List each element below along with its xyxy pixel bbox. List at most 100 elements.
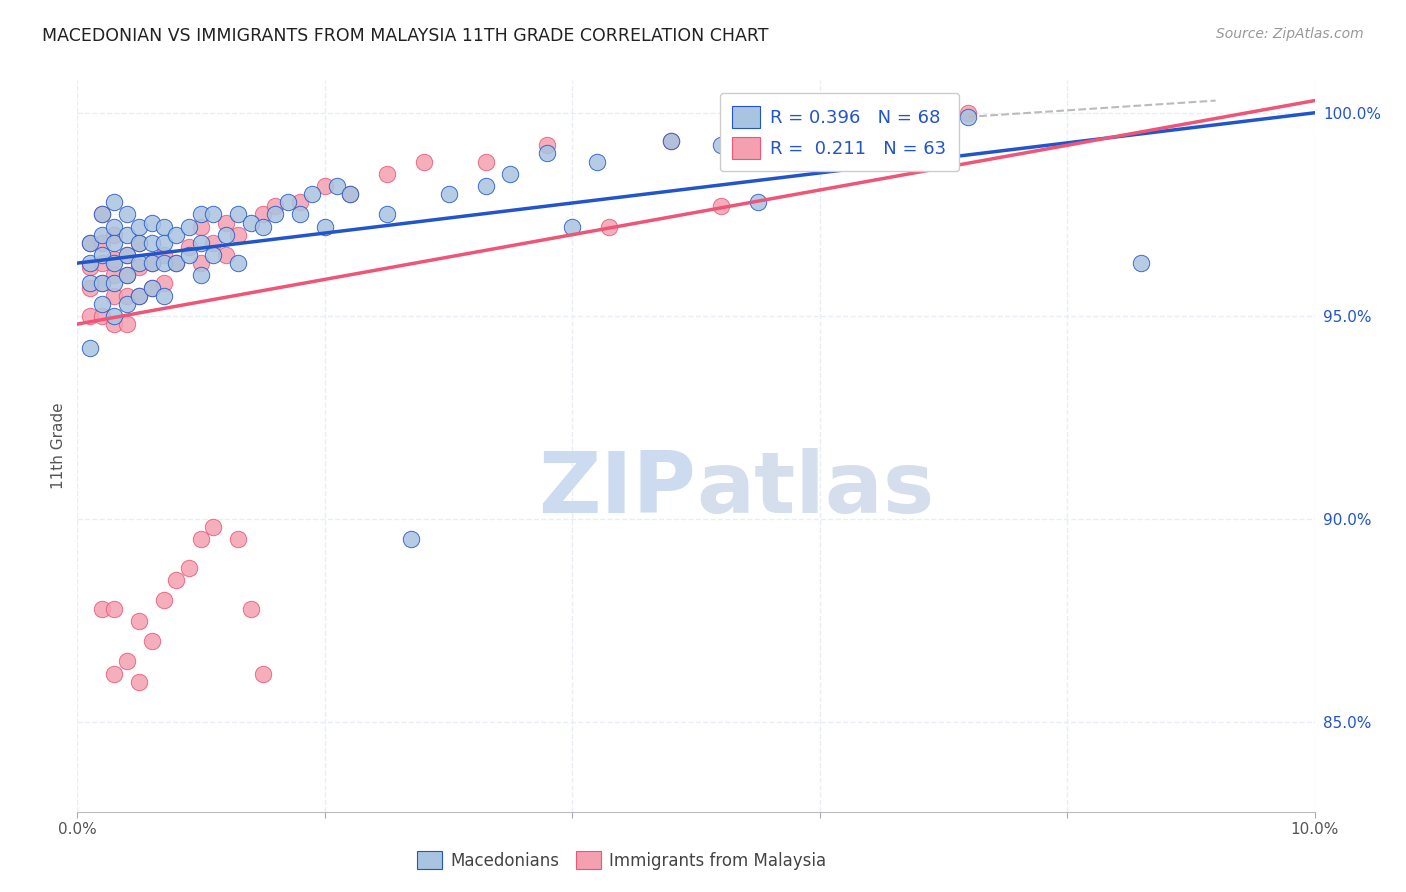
Point [710,138,733,153]
Point [165,256,187,270]
Point [190,533,212,547]
Point [598,219,620,234]
Point [91,277,114,291]
Point [128,219,150,234]
Point [301,187,323,202]
Point [190,219,212,234]
Point [103,256,125,270]
Point [103,235,125,250]
Point [177,248,200,262]
Point [79,260,101,275]
Point [103,277,125,291]
Point [561,219,583,234]
Point [288,207,311,221]
Point [128,288,150,302]
Point [141,235,163,250]
Point [659,134,682,148]
Point [401,533,423,547]
Point [91,601,114,615]
Point [91,207,114,221]
Point [79,280,101,294]
Point [91,256,114,270]
Point [141,280,163,294]
Point [215,248,238,262]
Point [177,240,200,254]
Point [141,280,163,294]
Point [91,297,114,311]
Point [153,277,176,291]
Point [115,227,138,242]
Point [215,227,238,242]
Legend: Macedonians, Immigrants from Malaysia: Macedonians, Immigrants from Malaysia [411,845,834,877]
Point [226,533,249,547]
Point [437,187,460,202]
Point [586,154,609,169]
Point [870,105,893,120]
Point [103,252,125,266]
Point [115,248,138,262]
Point [153,219,176,234]
Point [957,105,980,120]
Point [128,260,150,275]
Point [141,634,163,648]
Text: ZIP: ZIP [538,449,696,532]
Point [79,256,101,270]
Point [79,235,101,250]
Point [115,288,138,302]
Point [932,110,955,124]
Point [957,110,980,124]
Point [103,268,125,283]
Point [115,297,138,311]
Point [226,227,249,242]
Point [91,235,114,250]
Point [288,195,311,210]
Point [375,207,398,221]
Point [141,256,163,270]
Point [103,195,125,210]
Point [202,248,225,262]
Point [202,235,225,250]
Point [190,235,212,250]
Point [834,118,856,132]
Point [115,317,138,331]
Point [474,178,496,193]
Point [79,235,101,250]
Point [103,317,125,331]
Point [141,215,163,229]
Point [239,215,262,229]
Point [91,227,114,242]
Point [536,146,558,161]
Y-axis label: 11th Grade: 11th Grade [51,402,66,490]
Point [153,288,176,302]
Point [226,256,249,270]
Point [239,601,262,615]
Point [141,256,163,270]
Point [79,309,101,323]
Point [747,195,769,210]
Point [252,219,274,234]
Point [314,178,336,193]
Point [79,277,101,291]
Point [783,105,806,120]
Point [215,215,238,229]
Point [252,666,274,681]
Point [91,248,114,262]
Point [499,167,522,181]
Point [115,654,138,668]
Point [153,235,176,250]
Point [79,342,101,356]
Point [103,309,125,323]
Point [177,561,200,575]
Point [190,256,212,270]
Point [115,268,138,283]
Point [264,207,287,221]
Point [659,134,682,148]
Point [375,167,398,181]
Point [1130,256,1153,270]
Point [326,178,349,193]
Point [202,207,225,221]
Point [252,207,274,221]
Point [536,138,558,153]
Point [103,601,125,615]
Point [710,199,733,213]
